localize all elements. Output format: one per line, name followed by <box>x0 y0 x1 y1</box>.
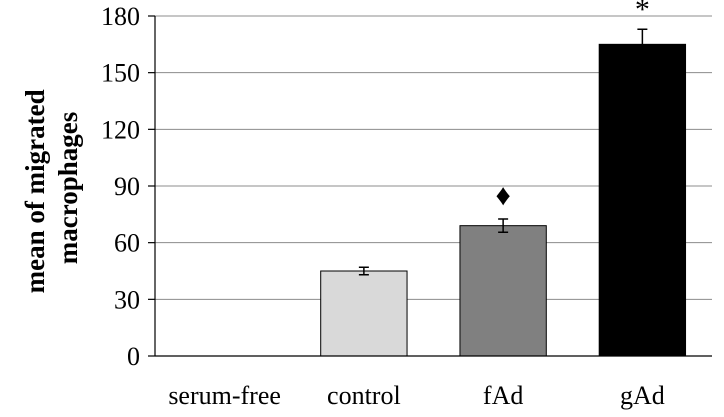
x-tick-label: control <box>327 381 401 410</box>
bars <box>320 28 687 357</box>
y-tick-label: 60 <box>114 229 140 258</box>
y-tick-label: 180 <box>101 2 140 31</box>
y-axis-label-line-1: mean of migrated <box>20 89 50 293</box>
bar-fAd <box>459 225 547 357</box>
axes <box>148 15 712 357</box>
significance-marker: * <box>635 0 650 26</box>
y-tick-label: 30 <box>114 285 140 314</box>
x-tick-label: fAd <box>483 381 523 410</box>
y-tick-label: 120 <box>101 115 140 144</box>
y-tick-label: 0 <box>127 342 140 371</box>
x-tick-labels: serum-free control fAd gAd <box>168 381 664 410</box>
annotations: ♦* <box>495 0 649 212</box>
error-bar-gAd <box>637 28 648 61</box>
significance-marker: ♦ <box>495 179 510 212</box>
y-axis-label-line-2: macrophages <box>53 112 83 265</box>
x-tick-label: serum-free <box>168 381 281 410</box>
y-tick-label: 90 <box>114 172 140 201</box>
y-tick-label: 150 <box>101 59 140 88</box>
error-bar-fAd <box>498 218 509 234</box>
x-tick-label: gAd <box>620 381 665 410</box>
y-axis-label: mean of migrated macrophages <box>20 83 83 294</box>
y-tick-labels: 0 30 60 90 120 150 180 <box>101 2 140 371</box>
error-bar-control <box>358 266 369 276</box>
bar-control <box>320 270 408 357</box>
bar-gAd <box>598 43 687 357</box>
